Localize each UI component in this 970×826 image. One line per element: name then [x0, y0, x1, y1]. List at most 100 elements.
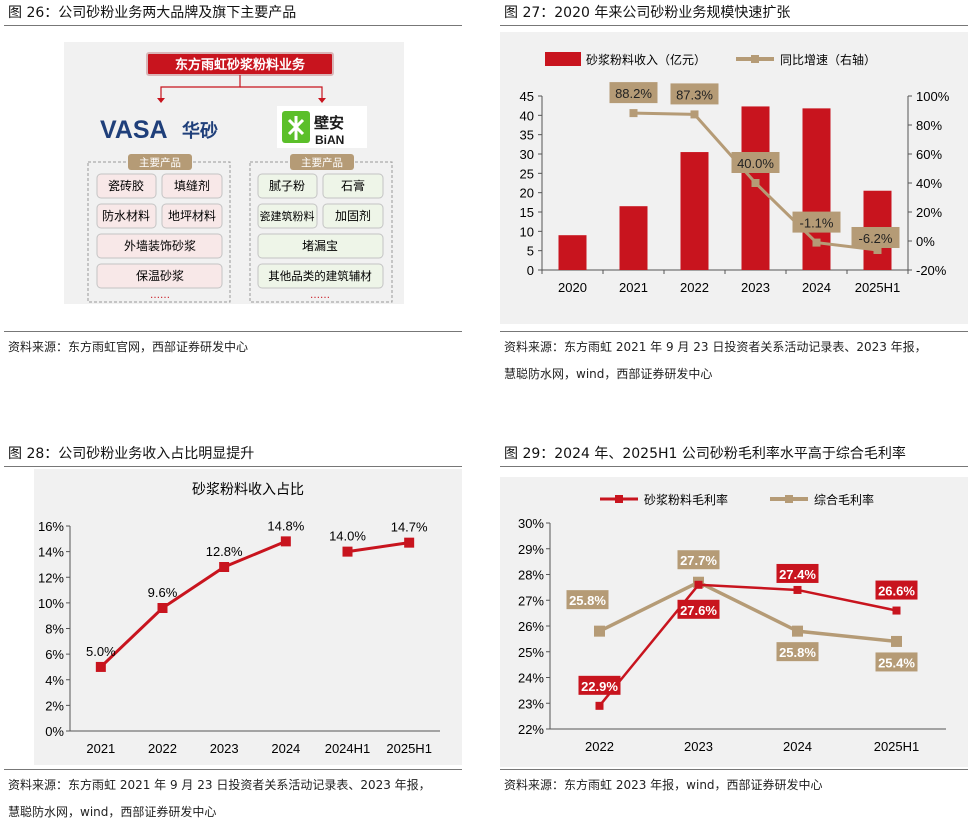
x-tick-label: 2023 — [741, 280, 770, 295]
gm-point — [694, 580, 703, 589]
left-item — [96, 233, 223, 259]
left-tick-label: 45 — [520, 89, 534, 104]
growth-label-box — [851, 226, 900, 248]
y-tick-label: 14% — [38, 545, 64, 560]
gm-label: 22.9% — [581, 679, 618, 694]
gm-label: 27.6% — [680, 603, 717, 618]
growth-label: 88.2% — [615, 86, 652, 101]
total-label: 25.8% — [569, 593, 606, 608]
left-item — [161, 173, 223, 199]
left-tick-label: 25 — [520, 166, 534, 181]
fig26-title: 图 26：公司砂粉业务两大品牌及旗下主要产品 — [8, 5, 297, 21]
left-tick-label: 0 — [527, 263, 534, 278]
x-tick-label: 2022 — [680, 280, 709, 295]
legend-gm-label: 砂浆粉料毛利率 — [644, 492, 728, 507]
y-tick-label: 8% — [45, 622, 64, 637]
right-header: 主要产品 — [301, 156, 343, 169]
y-tick-label: 23% — [518, 696, 544, 711]
y-tick-label: 16% — [38, 519, 64, 534]
right-item — [257, 173, 318, 199]
fig27-top-rule — [500, 25, 968, 26]
share-point — [280, 536, 291, 547]
growth-label-box — [731, 152, 780, 173]
fig26-source: 资料来源：东方雨虹官网，西部证券研发中心 — [8, 340, 249, 354]
right-item-label: 瓷建筑粉料 — [260, 209, 315, 223]
y-tick-label: 29% — [518, 542, 544, 557]
total-point — [891, 635, 902, 647]
legend-line-marker — [751, 55, 759, 63]
fig27-svg: 砂浆粉料收入（亿元） 同比增速（右轴） 0 5 10 15 20 25 30 35 40 45 -20%… — [520, 52, 950, 295]
x-tick-label: 2023 — [684, 739, 713, 754]
gm-label: 26.6% — [878, 584, 915, 599]
fig29-source: 资料来源：东方雨虹 2023 年报，wind，西部证券研发中心 — [504, 778, 823, 792]
growth-label: 87.3% — [676, 87, 713, 102]
gm-point — [892, 606, 901, 615]
x-tick-label: 2024H1 — [325, 741, 371, 756]
total-label-box — [776, 642, 819, 662]
left-tick-label: 35 — [520, 128, 534, 143]
left-item-label: 外墙装饰砂浆 — [124, 238, 196, 253]
fig26-bottom-rule — [4, 331, 462, 332]
share-label: 5.0% — [86, 644, 116, 659]
x-tick-label: 2021 — [86, 741, 115, 756]
fig27-source-line: 资料来源：东方雨虹 2021 年 9 月 23 日投资者关系活动记录表、2023… — [504, 340, 927, 354]
legend-bar-swatch — [545, 52, 581, 66]
legend-total-marker — [785, 495, 793, 503]
left-item — [96, 203, 157, 229]
fig26-top-rule — [4, 25, 462, 26]
gm-point — [595, 701, 604, 710]
right-item-label: 加固剂 — [335, 208, 371, 223]
right-item-label: 石膏 — [341, 178, 365, 193]
gm-label-box — [875, 580, 918, 600]
right-item — [257, 203, 318, 229]
legend-bar-label: 砂浆粉料收入（亿元） — [586, 52, 706, 67]
y-tick-label: 12% — [38, 570, 64, 585]
connector-left — [160, 75, 241, 100]
fig29-svg: 砂浆粉料毛利率 综合毛利率 22% 23% 24% 25% 26% 27% 28% 29% 30% 2… — [518, 492, 946, 754]
gm-label-box — [776, 563, 819, 583]
fig27-title: 图 27：2020 年来公司砂粉业务规模快速扩张 — [504, 5, 791, 21]
bian-logo: 壁安 BiAN — [277, 106, 367, 148]
growth-label: -1.1% — [800, 216, 834, 231]
right-tick-label: 0% — [916, 234, 935, 249]
bian-cross-icon — [287, 116, 305, 140]
fig27-bottom-rule — [500, 331, 968, 332]
left-header-box — [128, 154, 192, 170]
bian-logo-en: BiAN — [315, 133, 344, 147]
growth-point — [751, 179, 760, 187]
growth-label: 40.0% — [737, 156, 774, 171]
right-item — [322, 173, 384, 199]
total-label-box — [566, 590, 609, 610]
banner-text: 东方雨虹砂浆粉料业务 — [175, 57, 306, 73]
share-label: 14.7% — [391, 520, 428, 535]
x-tick-label: 2024 — [783, 739, 812, 754]
left-tick-label: 30 — [520, 147, 534, 162]
x-tick-label: 2024 — [802, 280, 831, 295]
x-tick-label: 2024 — [271, 741, 300, 756]
y-tick-label: 22% — [518, 722, 544, 737]
x-tick-label: 2022 — [585, 739, 614, 754]
share-label: 14.8% — [267, 518, 304, 533]
share-point — [404, 537, 415, 548]
share-label: 14.0% — [329, 529, 366, 544]
share-label: 9.6% — [148, 585, 178, 600]
right-item — [322, 203, 384, 229]
gm-point — [793, 585, 802, 594]
left-item — [161, 203, 223, 229]
total-label: 25.8% — [779, 645, 816, 660]
fig29-bottom-rule — [500, 769, 968, 770]
gm-line — [598, 583, 897, 707]
fig28-title: 图 28：公司砂粉业务收入占比明显提升 — [8, 446, 255, 462]
connector-right — [240, 86, 323, 100]
right-tick-label: 80% — [916, 118, 942, 133]
left-item-label: 防水材料 — [102, 208, 150, 223]
y-tick-label: 27% — [518, 593, 544, 608]
y-tick-label: 30% — [518, 516, 544, 531]
arrow-left-icon — [157, 98, 165, 103]
growth-point — [873, 245, 882, 254]
left-tick-label: 5 — [527, 244, 534, 259]
fig26-diagram: 东方雨虹砂浆粉料业务 VASA 华砂 壁安 BiAN 主要产品 瓷砖胶 填缝剂 … — [64, 42, 404, 304]
fig28-chart: 砂浆粉料收入占比 0% 2% 4% 6% 8% 10% 12% 14% 16% 2021 2022 20… — [34, 469, 462, 765]
total-label: 27.7% — [680, 553, 717, 568]
left-item-label: 保温砂浆 — [136, 268, 184, 283]
